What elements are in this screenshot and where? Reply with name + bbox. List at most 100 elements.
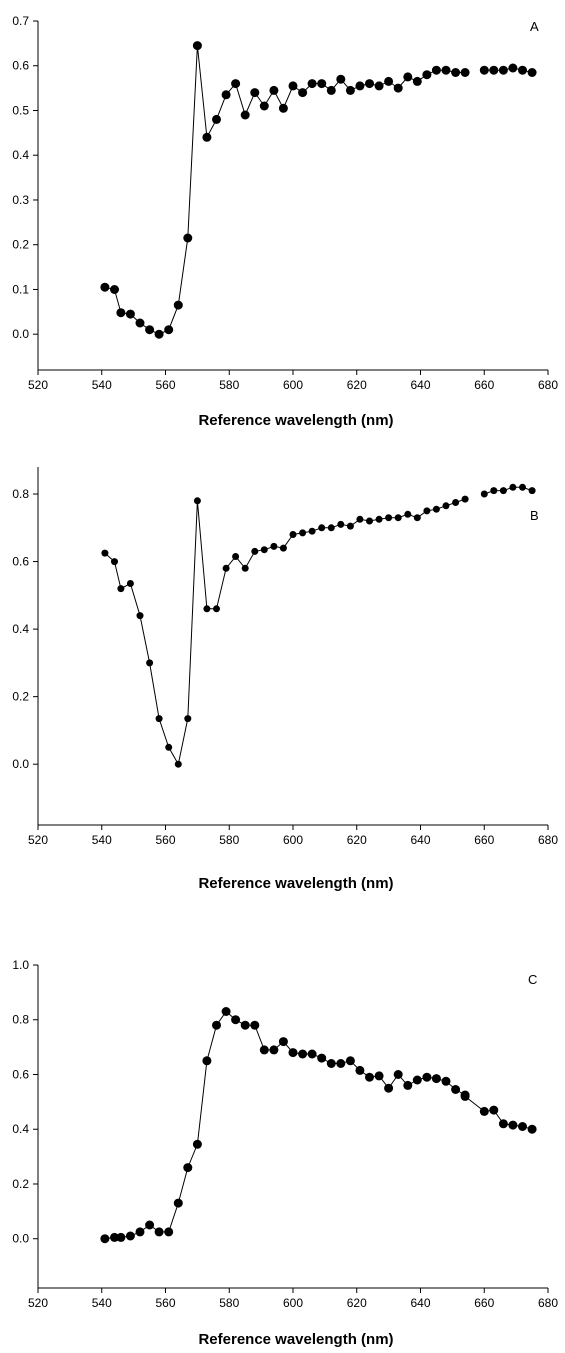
panel-a: 520 540 560 580 600 620 640 660 680 0.0 0.1 0.2 0.3 0…: [12, 14, 558, 429]
panel-c-data-point: [479, 1106, 489, 1116]
panel-b-data-point: [308, 527, 316, 535]
panel-c-data-point: [336, 1059, 346, 1068]
panel-b-data-point: [155, 715, 163, 723]
panel-b-y-tick-label: 0.4: [12, 622, 29, 636]
panel-c-plot: 520 540 560 580 600 620 640 660 680 0.0 0.2 0.4 0.6 0…: [12, 958, 558, 1310]
panel-a-data-point: [298, 88, 308, 98]
panel-b-data-point: [519, 483, 526, 491]
panel-a-data-point: [403, 72, 413, 82]
panel-c: 520 540 560 580 600 620 640 660 680 0.0 0.2 0.4 0.6 0…: [12, 958, 558, 1348]
panel-b-data-point: [279, 544, 287, 552]
panel-c-data-point: [164, 1227, 174, 1237]
panel-c-label: C: [528, 972, 537, 987]
panel-b-data-point: [499, 487, 507, 495]
panel-a-x-tick-label: 660: [474, 378, 494, 392]
panel-b-x-tick-label: 540: [92, 833, 112, 847]
panel-b-data-point: [184, 715, 192, 723]
panel-b-data-point: [366, 517, 373, 525]
panel-b-data-point: [270, 542, 278, 550]
panel-b-data-point: [101, 549, 109, 557]
panel-a-y-tick-label: 0.5: [12, 103, 29, 117]
panel-c-data-point: [422, 1072, 432, 1082]
panel-c-data-point: [231, 1015, 241, 1025]
panel-a-y-tick-label: 0.4: [12, 148, 29, 162]
panel-a-data-point: [336, 74, 346, 84]
panel-b-data-point: [442, 502, 450, 510]
panel-b-data-point: [356, 515, 364, 523]
panel-a-data-point: [393, 83, 403, 93]
panel-b-data-point: [509, 483, 517, 491]
panel-c-data-point: [355, 1065, 365, 1075]
panel-b-data-point: [528, 487, 536, 495]
panel-c-data-point: [154, 1227, 164, 1237]
panel-a-x-tick-label: 640: [410, 378, 430, 392]
panel-a-data-point: [422, 70, 432, 80]
panel-c-data-point: [212, 1020, 221, 1030]
panel-c-x-tick-label: 660: [474, 1296, 494, 1310]
panel-c-data-point: [259, 1045, 269, 1055]
panel-a-data-point: [317, 79, 327, 89]
panel-a-data-point: [412, 76, 422, 86]
panel-a-axes: [37, 21, 548, 371]
panel-c-data-point: [365, 1072, 374, 1082]
panel-b-data-point: [394, 514, 402, 522]
panel-a-data-point: [326, 85, 336, 95]
panel-c-data-point: [192, 1139, 202, 1149]
panel-a-y-tick-label: 0.2: [12, 238, 29, 252]
panel-a-plot: 520 540 560 580 600 620 640 660 680 0.0 0.1 0.2 0.3 0…: [12, 14, 558, 392]
panel-c-y-tick-label: 0.0: [12, 1232, 29, 1246]
panel-a-data-point: [240, 110, 250, 120]
panel-b-data-point: [413, 514, 421, 522]
panel-c-data-point: [298, 1049, 308, 1059]
panel-b-x-tick-label: 580: [219, 833, 239, 847]
panel-b-data-point: [136, 612, 144, 620]
panel-b-x-axis-title: Reference wavelength (nm): [198, 875, 393, 892]
panel-b-series-line: [104, 498, 466, 766]
panel-c-x-tick-label: 520: [28, 1296, 48, 1310]
panel-a-data-point: [288, 81, 298, 91]
panel-b-data-point: [289, 531, 297, 538]
panel-a-x-tick-label: 520: [28, 378, 48, 392]
panel-b-x-tick-label: 680: [538, 833, 558, 847]
panel-a-x-tick-label: 600: [283, 378, 303, 392]
panel-b-data-point: [146, 659, 154, 667]
panel-a-data-point: [451, 68, 461, 77]
panel-a-data-point: [110, 285, 119, 294]
panel-c-data-point: [173, 1198, 183, 1208]
panel-a-x-axis-title: Reference wavelength (nm): [198, 412, 393, 429]
panel-c-data-point: [202, 1056, 212, 1066]
panel-c-data-point: [100, 1234, 110, 1244]
panel-a-data-point: [135, 318, 145, 328]
panel-b-data-point: [165, 743, 173, 751]
panel-a-x-tick-label: 560: [155, 378, 175, 392]
panel-c-data-point: [135, 1227, 145, 1237]
panel-b-data-point: [385, 514, 393, 522]
panel-b-data-point: [241, 564, 249, 572]
panel-a-data-point: [154, 329, 164, 339]
panel-a-data-point: [100, 282, 110, 292]
panel-a-y-tick-label: 0.6: [12, 59, 29, 73]
panel-a-data-point: [518, 65, 527, 75]
panel-b-data-point: [299, 529, 307, 537]
panel-a-data-point: [489, 65, 499, 75]
panel-c-data-point: [527, 1124, 537, 1134]
panel-a-data-point: [192, 41, 202, 51]
panel-c-data-point: [317, 1053, 327, 1063]
panel-c-data-point: [125, 1231, 135, 1241]
panel-b-data-point: [111, 558, 118, 566]
panel-b-data-point: [126, 580, 134, 587]
panel-c-x-tick-label: 540: [92, 1296, 112, 1310]
panel-c-y-tick-label: 0.2: [12, 1177, 29, 1191]
panel-a-y-tick-label: 0.1: [12, 282, 29, 296]
panel-c-y-tick-label: 0.8: [12, 1013, 29, 1027]
panel-c-data-point: [288, 1048, 298, 1058]
panel-a-x-tick-label: 580: [219, 378, 239, 392]
panel-a-data-point: [202, 132, 212, 142]
panel-c-x-axis-title: Reference wavelength (nm): [198, 1331, 393, 1348]
panel-a-data-point: [269, 85, 279, 95]
panel-c-data-point: [221, 1007, 231, 1016]
panel-c-data-point: [518, 1122, 527, 1131]
panel-a-y-tick-label: 0.0: [12, 327, 29, 341]
panel-c-x-tick-label: 680: [538, 1296, 558, 1310]
